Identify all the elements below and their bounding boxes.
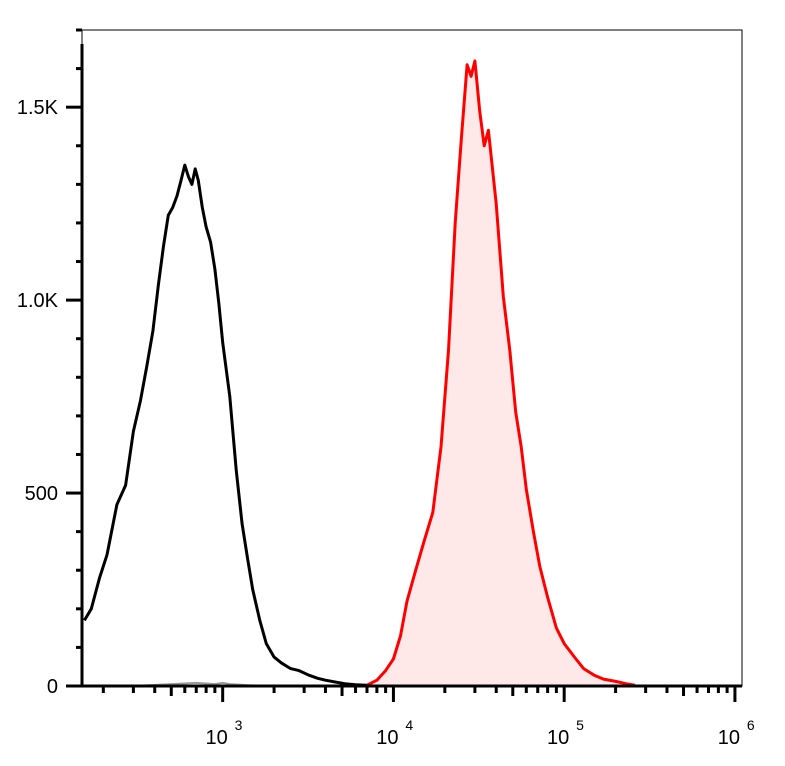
x-tick-label: 10: [206, 727, 228, 749]
y-tick-label: 1.0K: [17, 290, 59, 312]
y-tick-label: 1.5K: [17, 97, 59, 119]
x-tick-label: 10: [718, 727, 740, 749]
x-tick-exponent: 3: [235, 717, 243, 733]
label-layer: 0 500 1.0K 1.5K 10 3 10 4 10 5 10 6: [17, 97, 755, 749]
series-layer: [82, 59, 735, 687]
x-tick-exponent: 5: [576, 717, 584, 733]
series-0-line: [83, 163, 368, 687]
axis-layer: [66, 28, 742, 702]
x-tick-label: 10: [376, 727, 398, 749]
x-tick-exponent: 6: [747, 717, 755, 733]
series-1-line: [366, 59, 636, 687]
series-1-area: [367, 60, 635, 686]
y-tick-label: 0: [47, 676, 58, 698]
y-tick-label: 500: [25, 483, 58, 505]
x-tick-label: 10: [547, 727, 569, 749]
x-tick-exponent: 4: [405, 717, 413, 733]
